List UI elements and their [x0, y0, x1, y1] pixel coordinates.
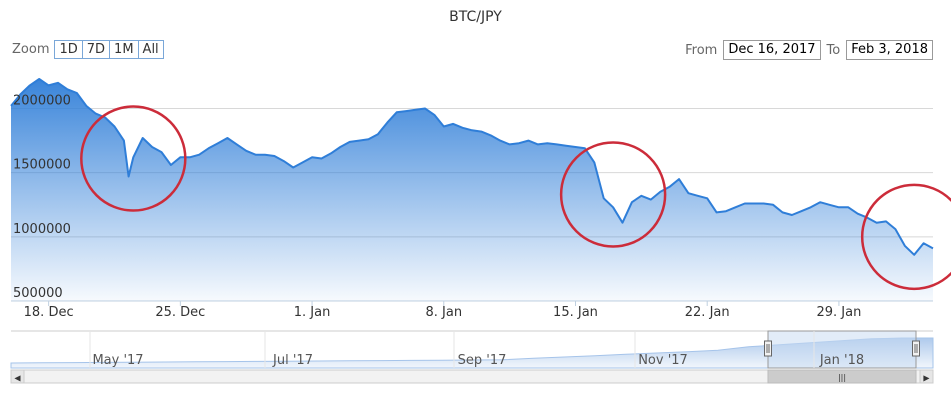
y-axis: 500000 1000000 1500000 2000000: [13, 94, 71, 302]
to-date-input[interactable]: Feb 3, 2018: [846, 40, 933, 60]
x-tick-label: 22. Jan: [685, 305, 730, 320]
navigator-handle: [912, 340, 920, 357]
y-tick-label: 1000000: [13, 222, 71, 237]
zoom-label: Zoom: [12, 41, 50, 57]
from-label: From: [685, 42, 718, 58]
y-tick-label: 2000000: [13, 94, 71, 109]
scrollbar-thumb: [767, 369, 917, 384]
x-tick-label: 18. Dec: [24, 305, 74, 320]
x-tick-label: 29. Jan: [816, 305, 861, 320]
y-tick-label: 1500000: [13, 158, 71, 173]
annotation-circle: [80, 105, 187, 212]
x-tick-label: 15. Jan: [553, 305, 598, 320]
scrollbar-right-button: [919, 369, 934, 384]
navigator-date-label: May '17: [92, 353, 143, 368]
navigator-date-label: Jul '17: [272, 353, 313, 368]
zoom-all-button[interactable]: All: [137, 39, 164, 59]
x-tick-label: 1. Jan: [294, 305, 331, 320]
chart-title: BTC/JPY: [449, 9, 502, 25]
to-label: To: [826, 42, 841, 58]
series-layer: [10, 78, 934, 301]
scrollbar-grip-icon: |||: [838, 373, 846, 382]
scrollbar-left-button: [10, 369, 25, 384]
navigator-date-label: Jan '18: [819, 353, 864, 368]
y-tick-label: 500000: [13, 286, 63, 301]
annotation-circle: [860, 183, 951, 291]
scroll-left-arrow-icon: ◀: [14, 374, 21, 383]
navigator-handle: [764, 340, 772, 357]
from-date-input[interactable]: Dec 16, 2017: [723, 40, 821, 60]
series-area: [11, 79, 933, 301]
date-range-selector: From Dec 16, 2017 To Feb 3, 2018: [679, 40, 933, 60]
navigator-date-label: Sep '17: [458, 353, 507, 368]
x-tick-label: 8. Jan: [425, 305, 462, 320]
navigator[interactable]: May '17 Jul '17 Sep '17 Nov '17 Jan '18 ◀ ▶ |||: [10, 330, 934, 384]
annotation-circle: [559, 141, 667, 248]
scroll-right-arrow-icon: ▶: [923, 374, 930, 383]
x-tick-label: 25. Dec: [155, 305, 205, 320]
zoom-selector: Zoom 1D 7D 1M All: [12, 39, 164, 59]
x-axis: 18. Dec 25. Dec 1. Jan 8. Jan 15. Jan 22. Jan…: [24, 301, 861, 320]
navigator-date-label: Nov '17: [638, 353, 688, 368]
series-line: [10, 78, 934, 256]
annotation-layer: [80, 105, 951, 291]
